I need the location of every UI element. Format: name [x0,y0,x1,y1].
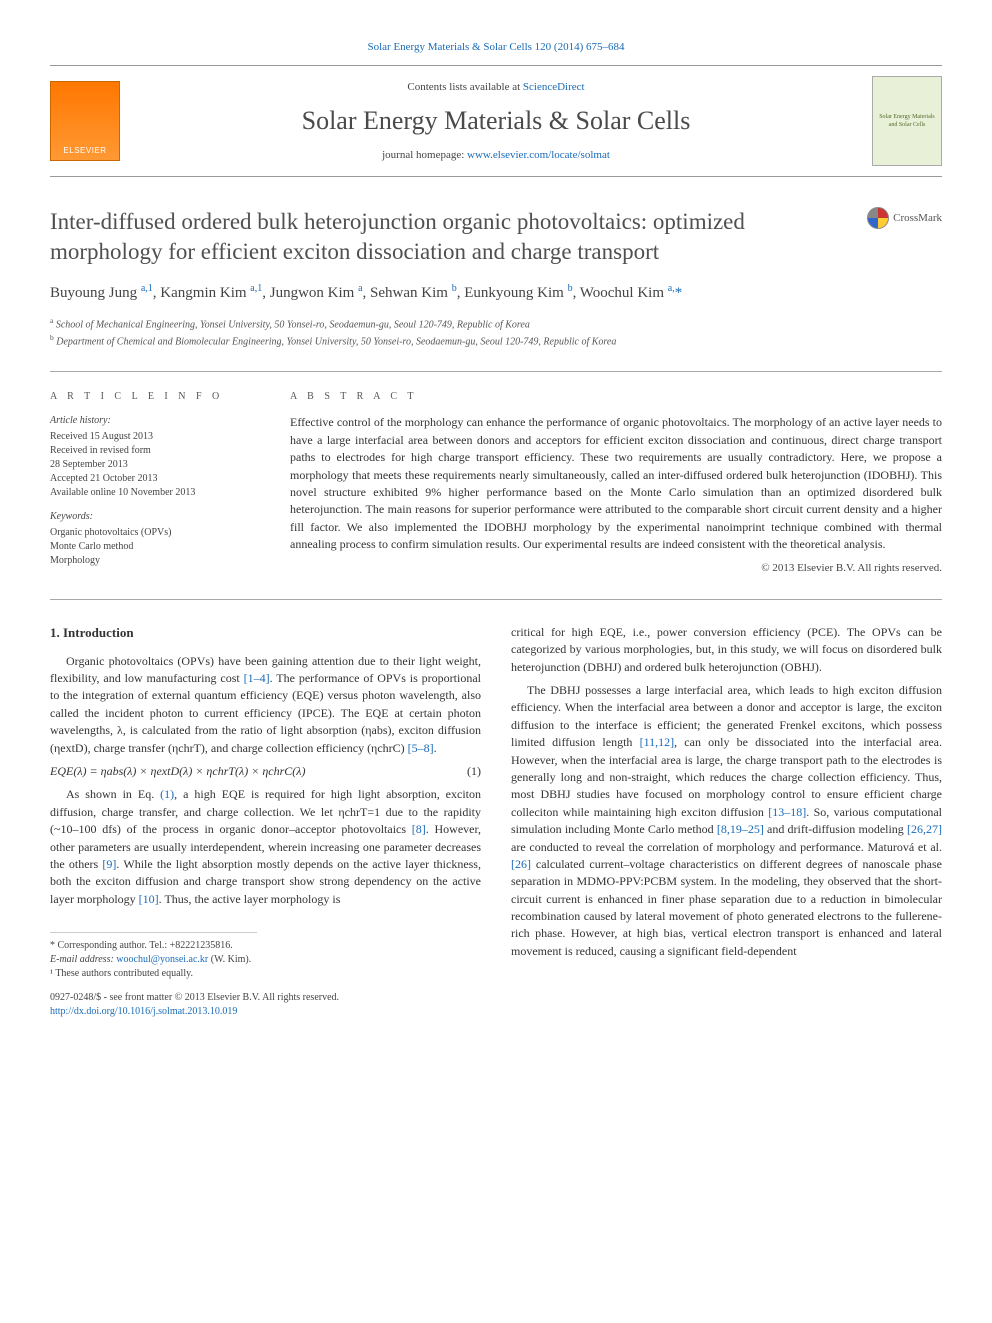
section-heading-1: 1. Introduction [50,624,481,643]
journal-cover-thumbnail: Solar Energy Materials and Solar Cells [872,76,942,166]
footnotes: * Corresponding author. Tel.: +822212358… [50,932,257,981]
keyword-3: Morphology [50,554,260,568]
email-link[interactable]: woochul@yonsei.ac.kr [116,954,208,965]
footer-block: 0927-0248/$ - see front matter © 2013 El… [50,991,481,1019]
elsevier-logo: ELSEVIER [50,81,120,161]
abstract-text: Effective control of the morphology can … [290,414,942,553]
keywords-block: Keywords: Organic photovoltaics (OPVs) M… [50,510,260,568]
corresponding-author: * Corresponding author. Tel.: +822212358… [50,939,257,953]
equation-1-body: EQE(λ) = ηabs(λ) × ηextD(λ) × ηchrT(λ) ×… [50,763,305,780]
keyword-2: Monte Carlo method [50,540,260,554]
history-block: Article history: Received 15 August 2013… [50,414,260,500]
crossmark-label: CrossMark [893,211,942,226]
abstract-label: A B S T R A C T [290,390,942,404]
revised-line2: 28 September 2013 [50,458,260,472]
keyword-1: Organic photovoltaics (OPVs) [50,526,260,540]
revised-line1: Received in revised form [50,444,260,458]
authors: Buyoung Jung a,1, Kangmin Kim a,1, Jungw… [50,281,942,305]
masthead: ELSEVIER Contents lists available at Sci… [50,65,942,177]
article-info-label: A R T I C L E I N F O [50,390,260,404]
equal-contribution: ¹ These authors contributed equally. [50,967,257,981]
paragraph-2: As shown in Eq. (1), a high EQE is requi… [50,786,481,908]
title-row: Inter-diffused ordered bulk heterojuncti… [50,207,942,267]
crossmark-badge[interactable]: CrossMark [867,207,942,229]
homepage-link[interactable]: www.elsevier.com/locate/solmat [467,149,610,161]
masthead-center: Contents lists available at ScienceDirec… [120,80,872,163]
homepage-line: journal homepage: www.elsevier.com/locat… [140,148,852,163]
affiliation-a: a School of Mechanical Engineering, Yons… [50,315,942,332]
issn-line: 0927-0248/$ - see front matter © 2013 El… [50,991,481,1005]
divider [50,371,942,372]
paragraph-1: Organic photovoltaics (OPVs) have been g… [50,653,481,757]
article-info: A R T I C L E I N F O Article history: R… [50,390,260,577]
received-date: Received 15 August 2013 [50,430,260,444]
column-left: 1. Introduction Organic photovoltaics (O… [50,624,481,1019]
article-title: Inter-diffused ordered bulk heterojuncti… [50,207,830,267]
journal-name: Solar Energy Materials & Solar Cells [140,103,852,139]
body-columns: 1. Introduction Organic photovoltaics (O… [50,624,942,1019]
top-citation: Solar Energy Materials & Solar Cells 120… [50,40,942,55]
doi-link[interactable]: http://dx.doi.org/10.1016/j.solmat.2013.… [50,1006,237,1017]
equation-1: EQE(λ) = ηabs(λ) × ηextD(λ) × ηchrT(λ) ×… [50,763,481,780]
top-citation-link[interactable]: Solar Energy Materials & Solar Cells 120… [367,41,624,53]
accepted-date: Accepted 21 October 2013 [50,472,260,486]
sciencedirect-link[interactable]: ScienceDirect [523,81,585,93]
keywords-label: Keywords: [50,510,260,524]
crossmark-icon [867,207,889,229]
column-right: critical for high EQE, i.e., power conve… [511,624,942,1019]
history-label: Article history: [50,414,260,428]
info-abstract-row: A R T I C L E I N F O Article history: R… [50,390,942,577]
affiliations: a School of Mechanical Engineering, Yons… [50,315,942,350]
paragraph-4: The DBHJ possesses a large interfacial a… [511,682,942,960]
abstract-copyright: © 2013 Elsevier B.V. All rights reserved… [290,561,942,576]
contents-line: Contents lists available at ScienceDirec… [140,80,852,95]
abstract-column: A B S T R A C T Effective control of the… [290,390,942,577]
paragraph-3: critical for high EQE, i.e., power conve… [511,624,942,676]
email-line: E-mail address: woochul@yonsei.ac.kr (W.… [50,953,257,967]
equation-1-number: (1) [467,763,481,780]
online-date: Available online 10 November 2013 [50,486,260,500]
divider-2 [50,599,942,600]
affiliation-b: b Department of Chemical and Biomolecula… [50,332,942,349]
